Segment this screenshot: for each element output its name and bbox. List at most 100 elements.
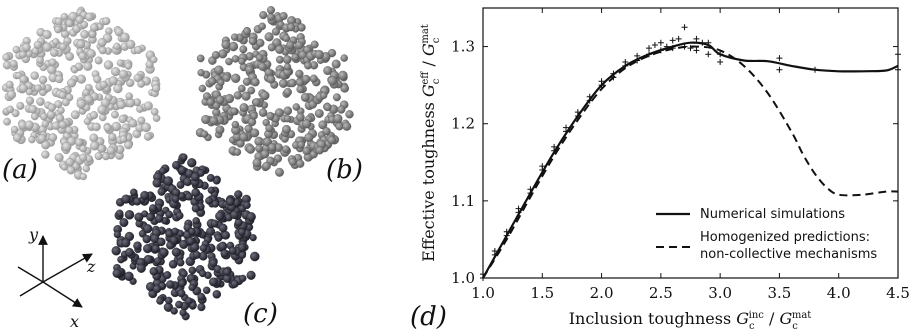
particle bbox=[80, 20, 89, 29]
particle bbox=[252, 158, 262, 168]
data-point-marker bbox=[776, 66, 783, 73]
particle bbox=[119, 218, 129, 228]
particle bbox=[345, 110, 354, 119]
particle bbox=[327, 76, 338, 86]
data-point-marker bbox=[563, 128, 569, 135]
x-ticks: 1.0 1.5 2.0 2.5 3.0 3.5 4.0 4.5 bbox=[471, 8, 910, 302]
x-tick-label: 3.5 bbox=[767, 284, 791, 302]
y-tick-label: 1.1 bbox=[451, 192, 475, 210]
data-point-marker bbox=[503, 232, 510, 239]
particle bbox=[118, 69, 128, 79]
particle bbox=[259, 11, 268, 20]
particle bbox=[207, 186, 215, 194]
particle bbox=[201, 114, 211, 125]
data-point-marker bbox=[717, 59, 724, 65]
particle bbox=[76, 39, 86, 49]
particle bbox=[106, 146, 116, 155]
particle bbox=[65, 19, 74, 28]
particle bbox=[296, 159, 305, 168]
x-axis-letter: x bbox=[70, 312, 79, 331]
particle bbox=[145, 60, 154, 69]
particle bbox=[54, 100, 63, 109]
particle bbox=[165, 296, 173, 305]
particle bbox=[48, 133, 58, 142]
particle bbox=[300, 92, 310, 102]
particle bbox=[202, 286, 211, 295]
y-tick-label: 1.3 bbox=[451, 38, 475, 56]
particle bbox=[108, 132, 117, 142]
particle bbox=[134, 45, 143, 54]
data-point-marker bbox=[687, 45, 694, 52]
y-ticks: 1.0 1.1 1.2 1.3 bbox=[451, 38, 898, 287]
particle bbox=[238, 57, 246, 65]
data-point-marker bbox=[634, 57, 641, 64]
particle bbox=[59, 42, 68, 51]
particle bbox=[304, 61, 312, 70]
particle bbox=[163, 176, 174, 186]
particle bbox=[282, 34, 291, 43]
particle bbox=[24, 120, 34, 130]
particle bbox=[255, 53, 264, 62]
particle bbox=[215, 211, 225, 221]
particle bbox=[94, 56, 103, 65]
legend-label-simulations: Numerical simulations bbox=[700, 207, 845, 222]
particle bbox=[214, 233, 223, 242]
particle bbox=[197, 303, 206, 312]
particle bbox=[266, 74, 276, 84]
particle bbox=[47, 103, 56, 112]
particle-cube-c bbox=[111, 153, 260, 321]
data-point-marker bbox=[681, 43, 688, 50]
particle bbox=[52, 38, 60, 46]
data-point-marker bbox=[657, 47, 664, 54]
particle bbox=[58, 91, 67, 100]
data-point-marker bbox=[895, 51, 901, 58]
particle bbox=[231, 120, 240, 129]
particle bbox=[22, 43, 31, 52]
particle bbox=[128, 118, 138, 128]
particle bbox=[239, 274, 247, 283]
particle bbox=[79, 153, 88, 162]
particle bbox=[121, 194, 131, 204]
data-point-marker bbox=[669, 45, 676, 52]
particle bbox=[190, 172, 200, 182]
data-point-marker bbox=[675, 35, 682, 42]
data-point-marker bbox=[646, 51, 652, 58]
particle bbox=[217, 78, 225, 87]
particle bbox=[124, 210, 135, 220]
particle bbox=[117, 255, 125, 264]
data-point-marker bbox=[622, 62, 629, 69]
toughness-chart: 1.0 1.5 2.0 2.5 3.0 3.5 4.0 4.5 1.0 1.1 1.2 1.3 Nu… bbox=[419, 7, 910, 332]
particle bbox=[165, 210, 174, 219]
particle bbox=[323, 66, 333, 76]
particle bbox=[192, 250, 201, 259]
particle bbox=[76, 99, 87, 109]
particle bbox=[208, 277, 218, 287]
particle bbox=[159, 167, 167, 175]
particle bbox=[238, 251, 247, 259]
particle bbox=[265, 124, 274, 133]
particle bbox=[267, 13, 275, 21]
particle bbox=[92, 122, 101, 132]
particle bbox=[156, 297, 164, 305]
particle bbox=[116, 100, 126, 110]
particle bbox=[282, 55, 292, 64]
particle bbox=[187, 158, 197, 168]
particle bbox=[275, 167, 284, 177]
particle bbox=[191, 204, 200, 213]
particle bbox=[223, 268, 231, 276]
particle bbox=[225, 197, 235, 206]
particle bbox=[176, 258, 185, 267]
particle bbox=[152, 114, 161, 122]
particle bbox=[225, 57, 233, 66]
particle bbox=[142, 234, 152, 244]
series-line-homogenized bbox=[482, 45, 899, 279]
particle bbox=[103, 123, 112, 132]
particle bbox=[218, 223, 228, 233]
particle bbox=[239, 45, 248, 54]
panel-letter-b: (b) bbox=[326, 155, 363, 185]
particle bbox=[112, 268, 122, 278]
particle bbox=[178, 166, 187, 175]
particle bbox=[125, 247, 134, 257]
particle bbox=[224, 93, 235, 104]
particle bbox=[249, 234, 257, 242]
